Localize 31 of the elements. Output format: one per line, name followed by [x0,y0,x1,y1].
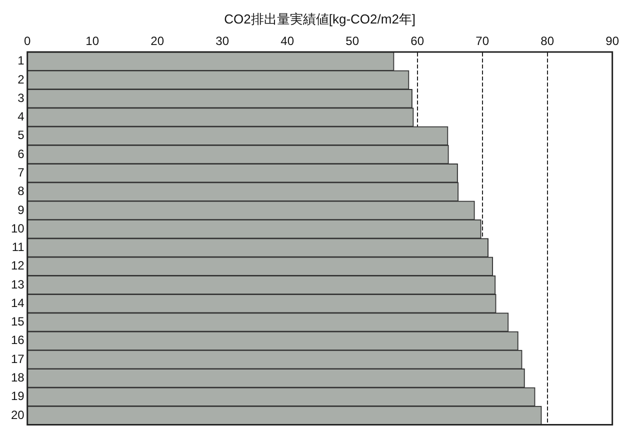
y-tick-label: 19 [10,389,25,404]
x-tick-label: 40 [280,34,294,48]
y-tick-label: 8 [18,184,25,198]
y-tick-label: 3 [18,90,25,105]
y-tick-label: 16 [10,333,25,348]
x-axis-title: CO2排出量実績値[kg-CO2/m2年] [224,11,416,26]
y-tick-label: 4 [18,110,25,124]
y-tick-label: 1 [18,54,25,68]
y-tick-label: 13 [10,277,25,292]
y-tick-label: 7 [18,165,25,180]
x-tick-label: 50 [346,34,360,48]
x-tick-label: 20 [150,34,164,48]
y-tick-label: 5 [18,128,25,142]
y-tick-label: 18 [10,370,25,385]
x-tick-label: 60 [410,34,424,48]
y-tick-label: 10 [10,221,25,236]
y-tick-label: 2 [18,72,25,86]
y-tick-label: 14 [10,296,25,310]
x-tick-label: 80 [540,34,554,48]
y-tick-label: 15 [10,314,25,329]
x-tick-label: 30 [216,34,230,48]
y-tick-label: 9 [18,202,25,217]
x-tick-label: 70 [476,34,490,48]
y-tick-label: 11 [12,240,25,254]
y-tick-label: 6 [18,146,25,161]
x-tick-label: 10 [86,34,100,48]
y-tick-label: 12 [10,258,25,273]
x-tick-label: 90 [606,34,620,48]
y-tick-label: 17 [10,352,25,366]
x-tick-label: 0 [24,34,32,48]
y-tick-label: 20 [10,408,25,422]
